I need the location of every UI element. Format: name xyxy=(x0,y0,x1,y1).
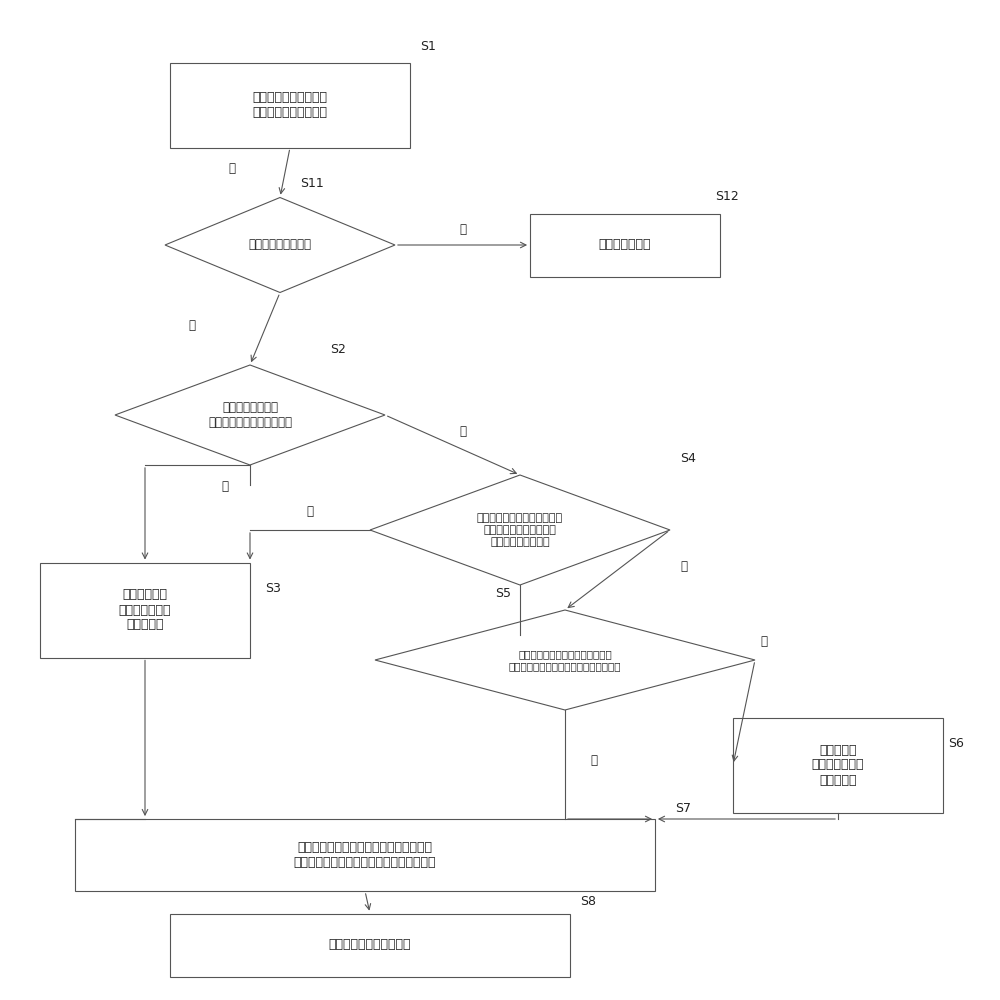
Text: S12: S12 xyxy=(715,190,739,203)
Text: S4: S4 xyxy=(680,452,696,465)
Text: 服务端更新
设备标识并发送
给设备保存: 服务端更新 设备标识并发送 给设备保存 xyxy=(812,744,864,786)
Text: 否: 否 xyxy=(760,635,767,648)
Text: 是: 是 xyxy=(459,425,466,438)
Text: 对已绑定的设备进行解绑: 对已绑定的设备进行解绑 xyxy=(329,938,411,952)
Text: S5: S5 xyxy=(495,587,511,600)
Text: 客户端获取用户标识和
产品标识并上传服务端: 客户端获取用户标识和 产品标识并上传服务端 xyxy=(252,91,328,119)
FancyBboxPatch shape xyxy=(75,819,655,891)
FancyBboxPatch shape xyxy=(170,914,570,976)
Text: S2: S2 xyxy=(330,343,346,356)
Polygon shape xyxy=(375,610,755,710)
Text: S11: S11 xyxy=(300,177,324,190)
FancyBboxPatch shape xyxy=(733,718,943,812)
Text: 否: 否 xyxy=(306,505,314,518)
Text: S6: S6 xyxy=(948,737,964,750)
Polygon shape xyxy=(115,365,385,465)
Text: 返回错误，退出: 返回错误，退出 xyxy=(599,238,651,251)
Text: 客户端连接设备，
检测设备是否具有设备标识: 客户端连接设备， 检测设备是否具有设备标识 xyxy=(208,401,292,429)
Text: S8: S8 xyxy=(580,895,596,908)
Text: 是: 是 xyxy=(188,319,195,332)
Text: S3: S3 xyxy=(265,582,281,595)
Text: 服务端新生成
设备标识并发送
给设备保存: 服务端新生成 设备标识并发送 给设备保存 xyxy=(119,588,171,632)
Text: 是: 是 xyxy=(680,560,687,573)
FancyBboxPatch shape xyxy=(170,62,410,147)
Text: 是: 是 xyxy=(590,754,597,768)
Text: 客户端将设备标识上传服务端
，服务端判断设备标识与
用户标识是否已绑定: 客户端将设备标识上传服务端 ，服务端判断设备标识与 用户标识是否已绑定 xyxy=(477,513,563,547)
Text: 服务端将用户标识、当前的产品标识以及
设备中的设备标识三者绑定并保存绑定记录: 服务端将用户标识、当前的产品标识以及 设备中的设备标识三者绑定并保存绑定记录 xyxy=(294,841,436,869)
Text: S1: S1 xyxy=(420,40,436,53)
Text: 否: 否 xyxy=(222,480,228,493)
Polygon shape xyxy=(165,198,395,292)
Text: 服务端判断绑定记录中设备标识的
对应产品标识与当前的产品标识是否一致: 服务端判断绑定记录中设备标识的 对应产品标识与当前的产品标识是否一致 xyxy=(509,649,621,671)
Text: S7: S7 xyxy=(675,802,691,815)
Text: 是: 是 xyxy=(228,162,235,176)
FancyBboxPatch shape xyxy=(530,214,720,276)
Text: 否: 否 xyxy=(459,223,466,236)
Text: 服务端验证是否合法: 服务端验证是否合法 xyxy=(248,238,312,251)
FancyBboxPatch shape xyxy=(40,562,250,658)
Polygon shape xyxy=(370,475,670,585)
